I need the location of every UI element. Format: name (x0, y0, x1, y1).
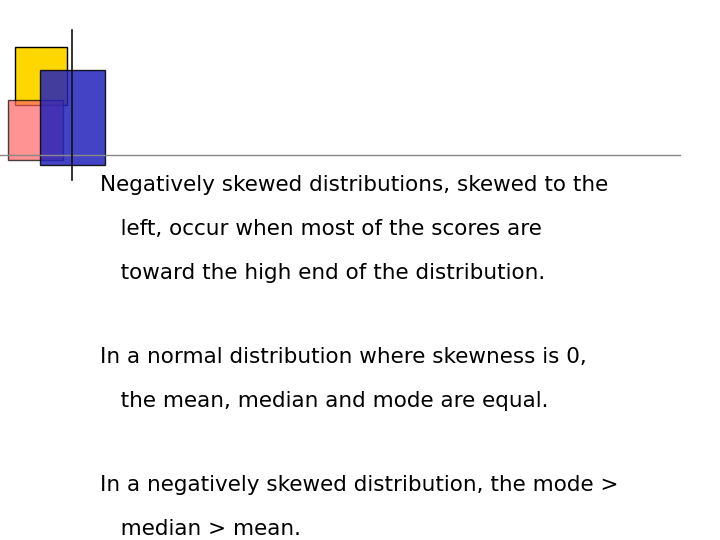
FancyBboxPatch shape (8, 100, 63, 160)
Text: the mean, median and mode are equal.: the mean, median and mode are equal. (100, 391, 549, 411)
FancyBboxPatch shape (40, 70, 105, 165)
Text: Negatively skewed distributions, skewed to the: Negatively skewed distributions, skewed … (100, 175, 608, 195)
Text: toward the high end of the distribution.: toward the high end of the distribution. (100, 263, 545, 283)
Text: In a negatively skewed distribution, the mode >: In a negatively skewed distribution, the… (100, 475, 618, 495)
FancyBboxPatch shape (15, 47, 67, 105)
Text: In a normal distribution where skewness is 0,: In a normal distribution where skewness … (100, 347, 587, 367)
Text: left, occur when most of the scores are: left, occur when most of the scores are (100, 219, 542, 239)
Text: median > mean.: median > mean. (100, 519, 301, 539)
